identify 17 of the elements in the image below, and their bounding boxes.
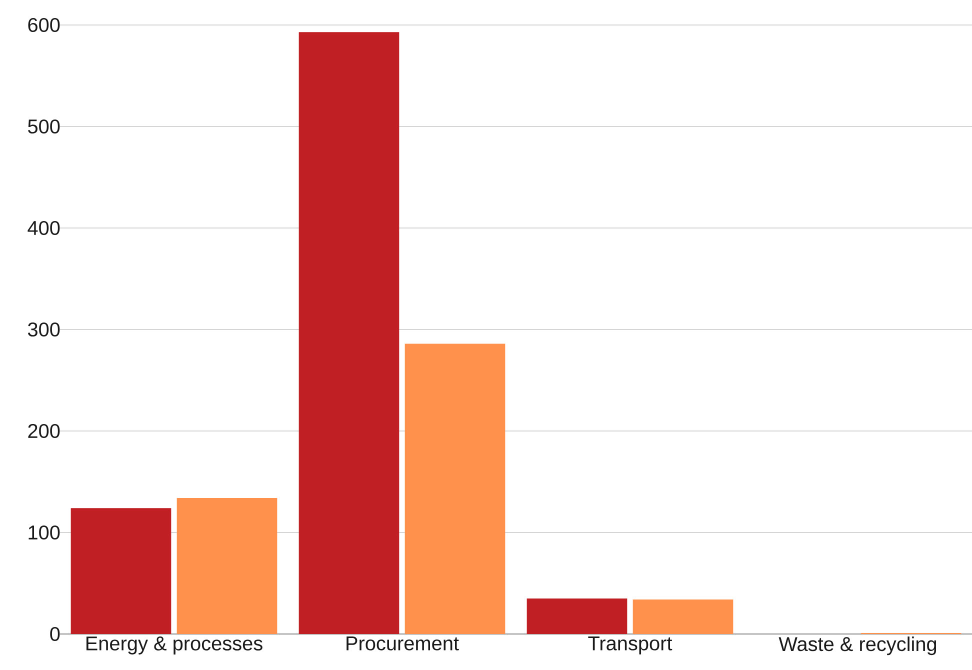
y-tick-label: 500 (28, 119, 60, 134)
bar (176, 498, 278, 634)
y-tick-label: 100 (28, 525, 60, 540)
x-tick-label: Procurement (346, 636, 459, 650)
bar (404, 344, 506, 634)
bar (70, 508, 172, 634)
y-tick-label: 400 (28, 220, 60, 236)
x-tick-label: Energy & processes (86, 636, 262, 654)
bar (298, 32, 400, 634)
y-tick-label: 200 (28, 424, 60, 438)
bar (526, 598, 628, 634)
y-tick-label: 600 (28, 18, 60, 32)
bar (632, 599, 734, 634)
x-tick-label: Waste & recycling (778, 636, 936, 656)
x-tick-label: Transport (588, 636, 672, 654)
y-tick-label: 0 (50, 626, 60, 642)
y-tick-label: 300 (28, 322, 60, 337)
